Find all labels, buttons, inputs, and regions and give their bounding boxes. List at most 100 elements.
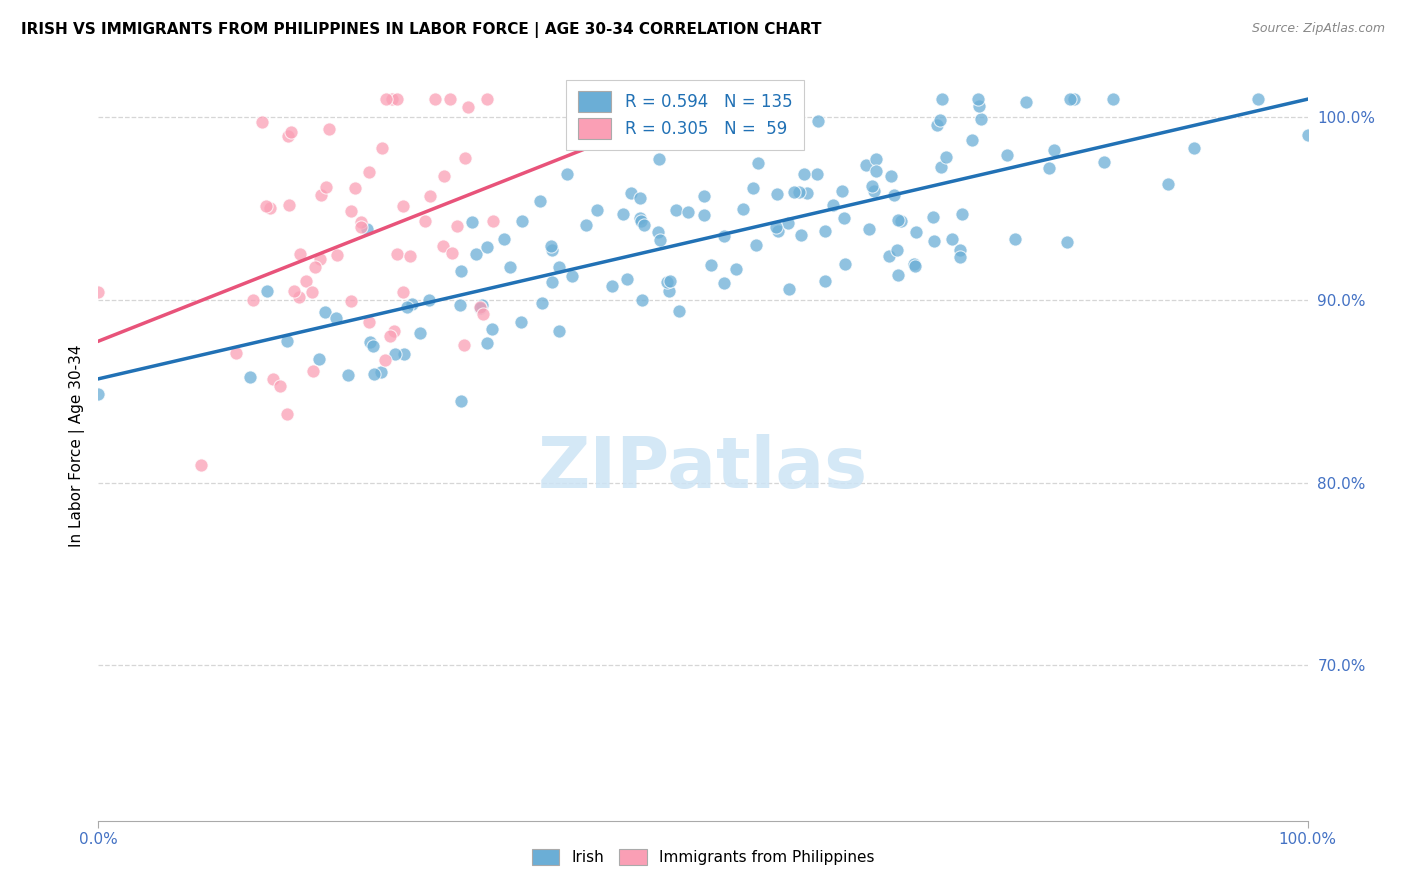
Point <box>665 203 688 218</box>
Point <box>475 92 498 106</box>
Point <box>350 215 373 229</box>
Point <box>1102 92 1125 106</box>
Point <box>789 227 811 242</box>
Point <box>658 285 681 299</box>
Point <box>648 152 671 166</box>
Point <box>766 224 789 238</box>
Point <box>931 92 953 106</box>
Point <box>855 157 877 171</box>
Point <box>886 244 908 258</box>
Point <box>371 141 394 155</box>
Point <box>883 188 905 202</box>
Point <box>446 219 468 233</box>
Point <box>392 285 415 299</box>
Point <box>256 285 278 299</box>
Y-axis label: In Labor Force | Age 30-34: In Labor Force | Age 30-34 <box>69 344 84 548</box>
Point <box>340 293 363 308</box>
Point <box>461 215 484 229</box>
Text: Source: ZipAtlas.com: Source: ZipAtlas.com <box>1251 22 1385 36</box>
Point <box>1056 235 1078 249</box>
Point <box>1182 141 1205 155</box>
Point <box>668 303 690 318</box>
Point <box>647 225 669 239</box>
Legend: Irish, Immigrants from Philippines: Irish, Immigrants from Philippines <box>524 841 882 873</box>
Point <box>374 352 396 367</box>
Point <box>787 185 810 199</box>
Point <box>865 152 887 166</box>
Point <box>454 151 477 165</box>
Point <box>378 329 401 343</box>
Point <box>865 164 887 178</box>
Point <box>276 407 298 421</box>
Point <box>949 243 972 257</box>
Point <box>678 205 700 219</box>
Point <box>555 167 578 181</box>
Point <box>595 92 617 106</box>
Point <box>548 260 571 275</box>
Point <box>628 191 651 205</box>
Point <box>765 220 787 235</box>
Point <box>540 239 562 253</box>
Point <box>387 92 409 106</box>
Point <box>693 208 716 222</box>
Point <box>190 458 212 472</box>
Point <box>585 202 607 217</box>
Point <box>713 229 735 244</box>
Point <box>713 276 735 290</box>
Point <box>87 386 110 401</box>
Point <box>1092 155 1115 169</box>
Point <box>287 291 309 305</box>
Point <box>457 100 479 114</box>
Point <box>381 92 404 106</box>
Point <box>995 148 1018 162</box>
Point <box>1038 161 1060 175</box>
Point <box>283 284 305 298</box>
Point <box>385 247 408 261</box>
Point <box>449 298 471 312</box>
Point <box>877 249 900 263</box>
Point <box>418 293 440 307</box>
Point <box>1063 92 1085 106</box>
Point <box>655 275 678 289</box>
Point <box>242 293 264 307</box>
Point <box>831 184 853 198</box>
Point <box>450 264 472 278</box>
Point <box>340 203 363 218</box>
Point <box>1156 177 1178 191</box>
Point <box>262 372 284 386</box>
Point <box>925 118 948 132</box>
Point <box>742 180 765 194</box>
Point <box>620 186 643 200</box>
Point <box>337 368 360 383</box>
Point <box>1059 92 1081 106</box>
Point <box>796 186 818 201</box>
Point <box>724 261 747 276</box>
Point <box>477 240 499 254</box>
Point <box>813 224 835 238</box>
Point <box>356 222 378 236</box>
Point <box>814 275 837 289</box>
Point <box>401 297 423 311</box>
Point <box>628 211 651 225</box>
Point <box>510 316 533 330</box>
Point <box>967 99 990 113</box>
Point <box>858 221 880 235</box>
Point <box>357 165 380 179</box>
Point <box>413 214 436 228</box>
Point <box>561 269 583 284</box>
Point <box>904 225 927 239</box>
Point <box>498 260 520 274</box>
Point <box>700 258 723 272</box>
Point <box>318 121 340 136</box>
Point <box>301 285 323 299</box>
Point <box>633 218 655 232</box>
Point <box>793 167 815 181</box>
Point <box>904 259 927 273</box>
Point <box>309 252 332 266</box>
Point <box>1043 143 1066 157</box>
Point <box>547 324 569 338</box>
Point <box>778 282 800 296</box>
Point <box>922 210 945 224</box>
Point <box>928 113 950 128</box>
Point <box>325 310 347 325</box>
